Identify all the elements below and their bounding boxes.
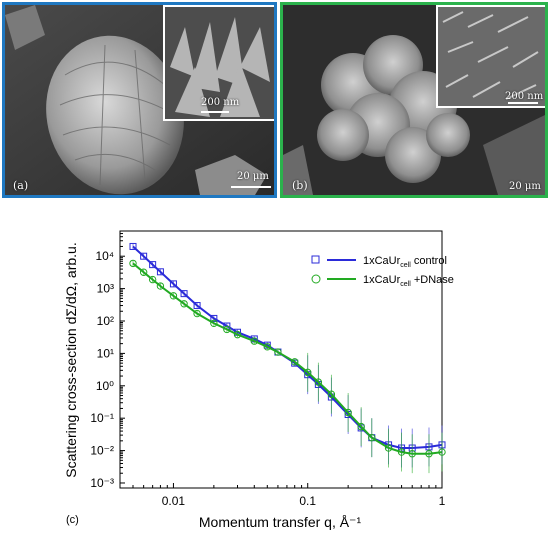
- inset-scale-label-b: 200 nm: [505, 91, 544, 102]
- plot-frame: [119, 230, 443, 489]
- sem-inset-a: [163, 5, 274, 121]
- legend-rest-control: control: [411, 255, 447, 267]
- y-tick-label: 10⁻²: [90, 444, 114, 458]
- legend: 1xCaUrcell control 1xCaUrcell +DNase: [311, 255, 454, 288]
- fit-line: [132, 262, 443, 455]
- data-point: [149, 261, 157, 269]
- data-point: [263, 343, 271, 351]
- legend-entry-control: 1xCaUrcell control: [311, 255, 447, 269]
- panel-label-a: (a): [13, 179, 29, 192]
- series-dnase: [129, 259, 446, 474]
- data-point: [368, 433, 376, 442]
- data-point: [233, 330, 242, 339]
- legend-sub-dnase: cell: [400, 281, 411, 288]
- data-point: [274, 348, 282, 356]
- data-point: [314, 378, 323, 386]
- x-tick-label: 0.1: [299, 494, 316, 508]
- scattering-chart: 10⁻³ 10⁻² 10⁻¹ 10⁰ 10¹ 10² 10³ 10⁴ 0.01 0.1 1 Mom…: [63, 230, 454, 530]
- legend-entry-dnase: 1xCaUrcell +DNase: [311, 274, 454, 288]
- y-tick-label: 10⁻³: [90, 476, 114, 490]
- legend-main-control: 1xCaUr: [363, 255, 401, 267]
- data-point: [156, 282, 165, 290]
- data-point: [139, 268, 148, 276]
- data-point: [291, 358, 299, 366]
- data-point: [357, 422, 365, 431]
- data-point: [180, 290, 188, 298]
- data-point: [129, 242, 137, 250]
- sem-panel-a: 200 nm (a) 20 μm: [2, 2, 277, 198]
- y-tick-label: 10¹: [97, 346, 114, 360]
- y-tick-label: 10⁰: [96, 379, 114, 393]
- data-point: [169, 292, 178, 300]
- y-axis-label: Scattering cross-section dΣ/dΩ, arb.u.: [63, 242, 79, 477]
- data-point: [327, 390, 336, 398]
- legend-rest-dnase: +DNase: [411, 274, 454, 286]
- data-point: [223, 325, 231, 334]
- sem-inset-b: [436, 5, 545, 108]
- inset-scale-label-a: 200 nm: [201, 97, 240, 108]
- data-point: [193, 309, 201, 318]
- data-point: [210, 319, 218, 327]
- sem-panel-b: 200 nm (b) 20 μm: [280, 2, 548, 198]
- legend-sub-control: cell: [400, 262, 411, 269]
- data-point: [140, 252, 148, 260]
- data-point: [304, 368, 312, 377]
- main-scale-bar-a: [231, 186, 271, 188]
- data-point: [129, 259, 137, 268]
- x-axis-label: Momentum transfer q, Å⁻¹: [199, 514, 362, 530]
- data-point: [169, 280, 177, 288]
- y-tick-label: 10³: [97, 282, 114, 296]
- data-point: [148, 275, 157, 284]
- panel-label-b: (b): [292, 179, 308, 192]
- inset-scale-bar-b: [508, 102, 538, 104]
- panel-label-c: (c): [66, 514, 79, 526]
- y-tick-label: 10⁻¹: [90, 411, 114, 425]
- main-scale-label-b: 20 μm: [509, 181, 541, 192]
- data-point: [250, 337, 258, 345]
- inset-scale-bar-a: [201, 111, 229, 113]
- plot-area: [129, 242, 446, 474]
- legend-label-dnase: 1xCaUrcell +DNase: [363, 274, 454, 288]
- data-point: [180, 300, 188, 308]
- legend-marker-circle: [311, 274, 321, 284]
- legend-main-dnase: 1xCaUr: [363, 274, 401, 286]
- data-point: [344, 408, 352, 417]
- x-tick-label: 1: [439, 494, 446, 508]
- data-point: [193, 302, 201, 310]
- legend-marker-square: [311, 255, 320, 264]
- x-axis: 0.01 0.1 1: [132, 483, 446, 508]
- main-scale-label-a: 20 μm: [237, 171, 269, 182]
- y-axis: 10⁻³ 10⁻² 10⁻¹ 10⁰ 10¹ 10² 10³ 10⁴: [90, 233, 125, 490]
- y-tick-label: 10²: [97, 314, 114, 328]
- y-tick-label: 10⁴: [95, 249, 114, 263]
- data-point: [156, 268, 164, 276]
- legend-label-control: 1xCaUrcell control: [363, 255, 447, 269]
- x-tick-label: 0.01: [162, 494, 186, 508]
